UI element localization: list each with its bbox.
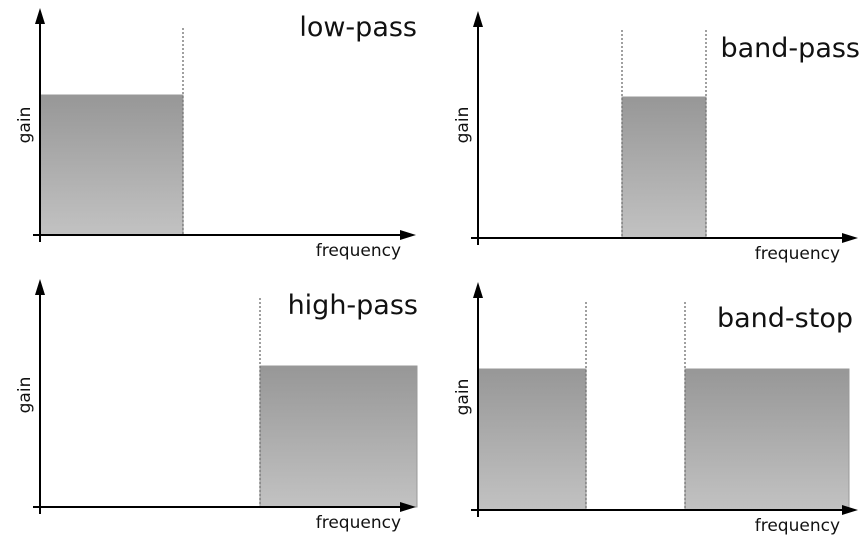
y-axis-label: gain <box>453 379 473 416</box>
x-axis-label: frequency <box>755 516 840 535</box>
panel-title: band-stop <box>717 303 853 334</box>
x-axis-arrow-icon <box>400 230 416 240</box>
x-axis-arrow-icon <box>842 505 858 515</box>
x-axis-label: frequency <box>316 241 401 261</box>
panel-title: band-pass <box>721 33 861 64</box>
panel-band-pass: band-pass gain frequency <box>453 11 860 264</box>
passband-rect <box>621 96 707 239</box>
passband-rect <box>39 94 184 236</box>
x-axis-label: frequency <box>755 244 840 264</box>
x-axis-arrow-icon <box>842 233 858 243</box>
y-axis-label: gain <box>15 377 35 414</box>
panel-high-pass: high-pass gain frequency <box>15 279 418 533</box>
passband-rect-low <box>477 368 587 511</box>
panel-title: high-pass <box>288 290 418 321</box>
panel-band-stop: band-stop gain frequency <box>453 282 858 535</box>
passband-rect <box>259 365 418 508</box>
panel-title: low-pass <box>299 12 417 43</box>
y-axis-arrow-icon <box>473 11 483 27</box>
y-axis-arrow-icon <box>35 8 45 24</box>
y-axis-arrow-icon <box>35 279 45 295</box>
x-axis-label: frequency <box>316 513 401 533</box>
y-axis-label: gain <box>15 107 35 144</box>
x-axis-arrow-icon <box>400 502 416 512</box>
passband-rect-high <box>684 368 850 511</box>
panel-low-pass: low-pass gain frequency <box>15 8 417 261</box>
y-axis-arrow-icon <box>473 282 483 298</box>
y-axis-label: gain <box>453 107 473 144</box>
